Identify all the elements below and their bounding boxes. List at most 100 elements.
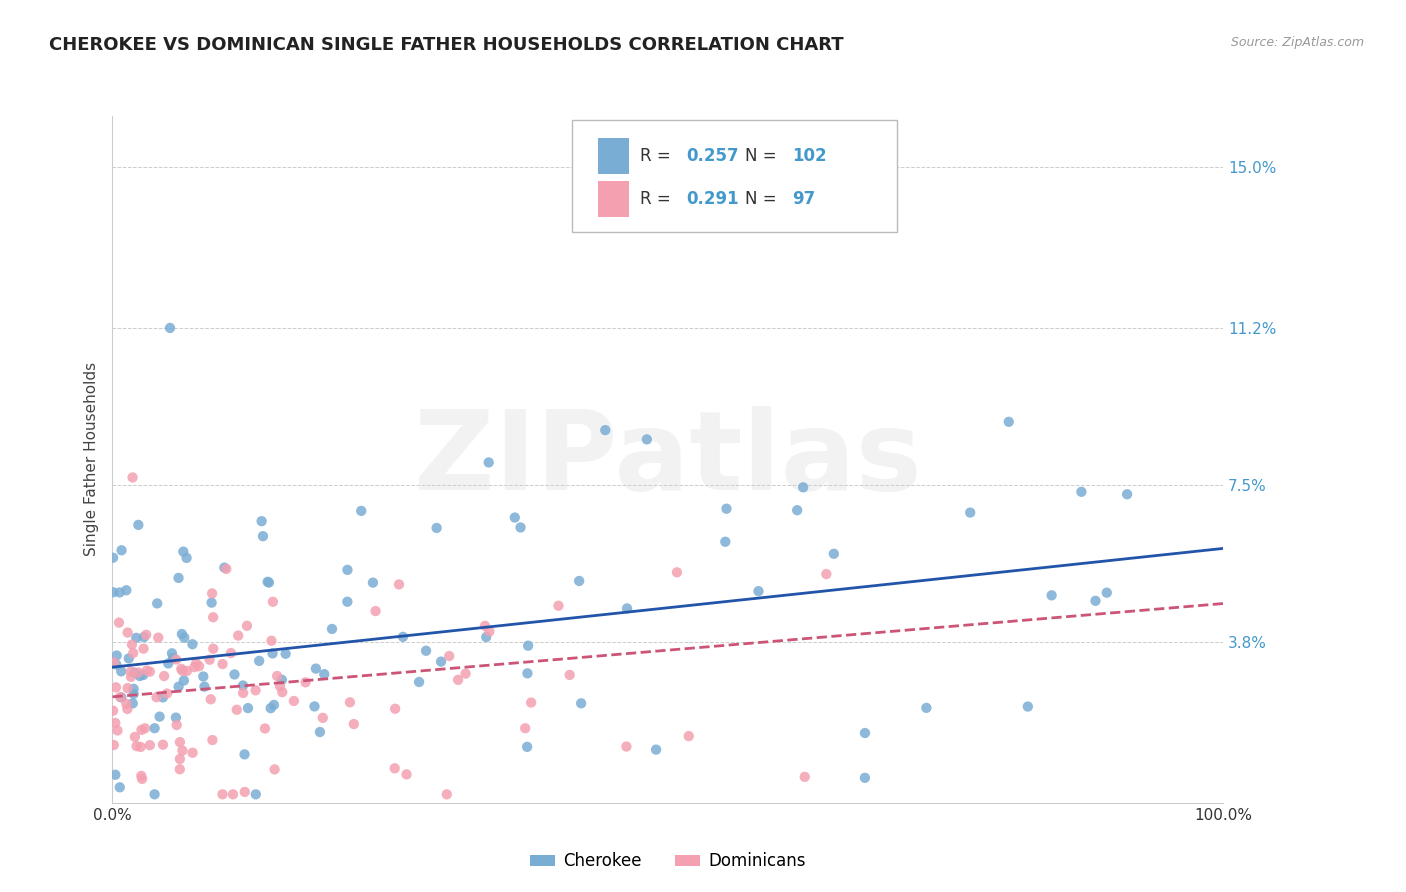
Point bbox=[125, 739, 148, 753]
Point bbox=[181, 637, 204, 651]
Point bbox=[201, 596, 224, 610]
Point bbox=[343, 717, 366, 731]
Point bbox=[169, 762, 191, 776]
Point bbox=[260, 633, 283, 648]
Point bbox=[153, 669, 176, 683]
Point bbox=[117, 625, 139, 640]
Point bbox=[225, 703, 247, 717]
Point bbox=[108, 585, 131, 599]
Text: 0.291: 0.291 bbox=[686, 190, 740, 208]
Point bbox=[101, 704, 124, 718]
Point bbox=[558, 668, 581, 682]
Point bbox=[101, 585, 124, 599]
Point bbox=[156, 686, 179, 700]
Text: 102: 102 bbox=[792, 146, 827, 165]
Point bbox=[143, 721, 166, 735]
Point bbox=[547, 599, 569, 613]
Text: N =: N = bbox=[745, 190, 782, 208]
Point bbox=[361, 575, 384, 590]
Text: 0.257: 0.257 bbox=[686, 146, 740, 165]
Point bbox=[184, 657, 207, 671]
Point bbox=[118, 651, 141, 665]
Point bbox=[478, 455, 501, 469]
Point bbox=[200, 692, 222, 706]
Point bbox=[253, 722, 276, 736]
Point bbox=[124, 665, 146, 680]
Point bbox=[274, 647, 297, 661]
Point bbox=[160, 646, 183, 660]
Point bbox=[815, 567, 838, 582]
Y-axis label: Single Father Households: Single Father Households bbox=[83, 362, 98, 557]
Point bbox=[103, 738, 125, 752]
Point bbox=[129, 739, 152, 754]
Point bbox=[716, 501, 738, 516]
Point bbox=[108, 780, 131, 795]
Point bbox=[786, 503, 808, 517]
Point bbox=[321, 622, 343, 636]
Point bbox=[131, 772, 153, 786]
Point bbox=[569, 696, 592, 710]
Point bbox=[262, 595, 284, 609]
Text: ZIPatlas: ZIPatlas bbox=[413, 406, 922, 513]
Point bbox=[181, 746, 204, 760]
Point bbox=[269, 679, 291, 693]
Point bbox=[1017, 699, 1039, 714]
Point bbox=[115, 583, 138, 598]
Point bbox=[193, 680, 215, 694]
Point bbox=[214, 560, 236, 574]
Point bbox=[183, 660, 205, 674]
Point bbox=[245, 787, 267, 801]
Point bbox=[364, 604, 387, 618]
Point bbox=[122, 646, 145, 660]
Point bbox=[107, 723, 129, 738]
Point bbox=[129, 769, 152, 783]
Point bbox=[793, 770, 815, 784]
Point bbox=[167, 680, 190, 694]
Point bbox=[256, 574, 278, 589]
Point bbox=[233, 747, 256, 762]
Point bbox=[678, 729, 700, 743]
Point bbox=[252, 529, 274, 543]
Point bbox=[117, 702, 139, 716]
Point bbox=[475, 630, 498, 644]
Point bbox=[1040, 588, 1063, 602]
Point bbox=[149, 709, 172, 723]
Point bbox=[108, 615, 131, 630]
Point bbox=[139, 665, 162, 679]
Point bbox=[263, 763, 285, 777]
Point bbox=[517, 639, 540, 653]
Point bbox=[665, 566, 688, 580]
Point bbox=[426, 521, 449, 535]
Point bbox=[132, 668, 155, 682]
Point bbox=[121, 697, 143, 711]
Point bbox=[132, 630, 155, 644]
Point bbox=[336, 595, 359, 609]
Point bbox=[515, 721, 537, 735]
Point bbox=[128, 669, 150, 683]
Point bbox=[447, 673, 470, 687]
Point bbox=[1116, 487, 1139, 501]
Point bbox=[215, 562, 238, 576]
Point bbox=[959, 506, 981, 520]
Point bbox=[108, 690, 131, 704]
Point bbox=[110, 665, 132, 679]
Point bbox=[165, 652, 187, 666]
Point bbox=[104, 715, 127, 730]
Point bbox=[263, 698, 285, 712]
Point bbox=[202, 610, 225, 624]
Point bbox=[132, 641, 155, 656]
Point bbox=[645, 742, 668, 756]
Point bbox=[172, 544, 194, 558]
Point bbox=[131, 723, 153, 737]
Point bbox=[294, 675, 316, 690]
Point bbox=[122, 681, 145, 696]
Point bbox=[437, 648, 460, 663]
Point bbox=[198, 653, 221, 667]
Point bbox=[257, 575, 280, 590]
Point bbox=[1095, 585, 1118, 599]
Point bbox=[135, 628, 157, 642]
Point bbox=[121, 638, 143, 652]
Point bbox=[162, 651, 184, 665]
Point bbox=[157, 657, 180, 671]
Point bbox=[1070, 484, 1092, 499]
